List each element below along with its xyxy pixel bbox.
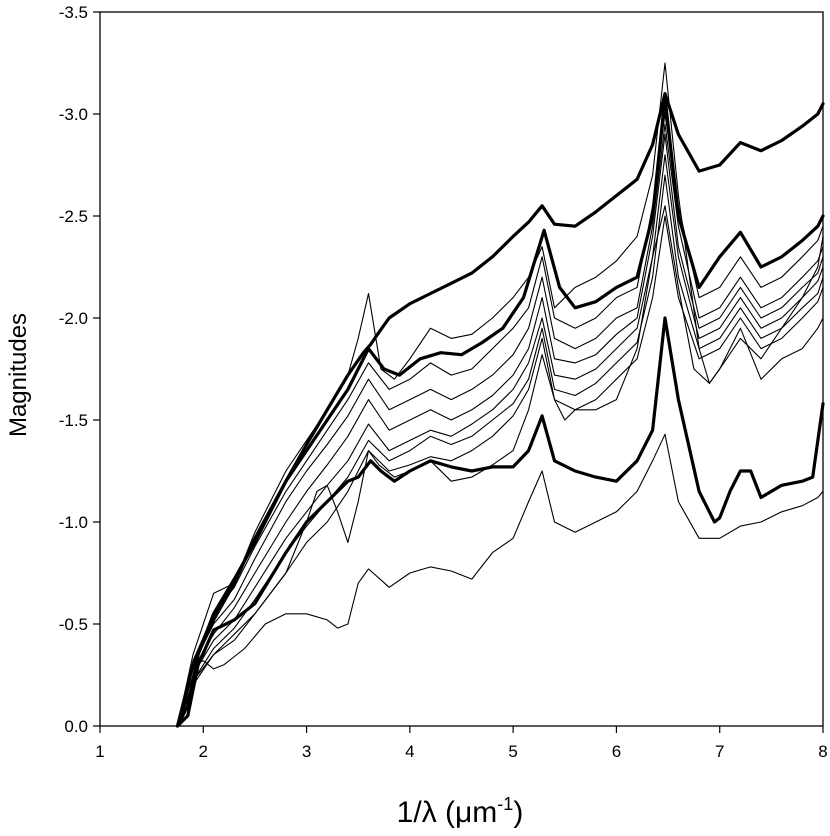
tick-labels: 1 2 3 4 5 6 7 8 0.0 -0.5 -1.0 -1.5 -2.0 -2.5 -3.0 -3.5 — [59, 3, 828, 761]
series-line-10 — [176, 215, 824, 727]
y-tick-label: -3.5 — [59, 3, 88, 22]
series-line-11 — [176, 205, 824, 727]
series-line-8 — [176, 154, 824, 727]
x-axis-title: 1/λ (μm-1) — [397, 794, 524, 829]
series-line-4 — [176, 62, 824, 727]
series-line-2 — [175, 316, 825, 728]
y-tick-label: -1.5 — [59, 411, 88, 430]
x-axis-title-close: ) — [513, 796, 523, 829]
x-tick-label: 8 — [818, 742, 827, 761]
series-lines — [175, 62, 825, 728]
series-line-3 — [175, 96, 825, 728]
x-axis-title-sup: -1 — [497, 794, 513, 814]
y-tick-label: -1.0 — [59, 513, 88, 532]
y-tick-label: -3.0 — [59, 105, 88, 124]
x-tick-label: 1 — [95, 742, 104, 761]
x-tick-label: 2 — [199, 742, 208, 761]
plot-frame — [99, 11, 824, 727]
x-tick-label: 6 — [612, 742, 621, 761]
series-line-6 — [176, 123, 824, 727]
x-tick-label: 5 — [508, 742, 517, 761]
y-tick-label: 0.0 — [64, 717, 88, 736]
y-tick-label: -2.0 — [59, 309, 88, 328]
series-line-12 — [176, 433, 824, 727]
series-line-1 — [175, 91, 825, 728]
series-line-5 — [176, 113, 824, 727]
y-axis-title: Magnitudes — [5, 313, 32, 437]
axes — [93, 11, 824, 733]
y-tick-label: -2.5 — [59, 207, 88, 226]
x-tick-label: 4 — [405, 742, 414, 761]
series-line-7 — [176, 133, 824, 727]
x-tick-label: 7 — [715, 742, 724, 761]
x-axis-title-base: 1/λ (μm — [397, 796, 498, 829]
y-tick-label: -0.5 — [59, 615, 88, 634]
x-tick-label: 3 — [302, 742, 311, 761]
series-line-9 — [176, 174, 824, 727]
